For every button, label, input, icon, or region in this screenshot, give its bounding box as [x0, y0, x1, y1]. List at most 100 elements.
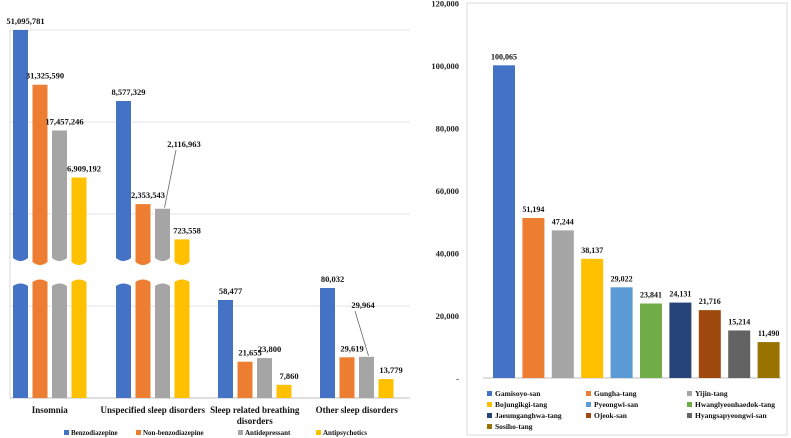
data-label-unspecified-sleep-disorders-benzodiazepine: 8,577,329: [112, 87, 146, 97]
legend-antipsychotics: Antipsychotics: [323, 429, 367, 437]
legend-swatch: [687, 402, 692, 407]
bar-insomnia-antidepressant-lower: [52, 283, 67, 398]
left-chart: 51,095,781 31,325,590 17,457,246 6,909,192 I…: [6, 16, 410, 437]
legend-swatch: [64, 430, 69, 435]
bar-unspecified-sleep-disorders-non-benzodiazepine-lower: [135, 279, 151, 398]
legend-swatch: [586, 413, 591, 418]
bar-unspecified-sleep-disorders-non-benzodiazepine-upper: [135, 204, 151, 265]
y-tick-label: 120,000: [431, 0, 459, 9]
data-label-insomnia-antipsychotics: 6,909,192: [67, 163, 101, 173]
legend-jaeumganghwa-tang: Jaeumganghwa-tang: [495, 411, 562, 420]
legend-swatch: [487, 402, 492, 407]
legend-swatch: [687, 413, 692, 418]
y-tick-label: 60,000: [436, 186, 459, 196]
legend-swatch: [586, 402, 591, 407]
data-label-insomnia-non-benzodiazepine: 31,325,590: [26, 71, 64, 81]
y-tick-label: 80,000: [436, 124, 459, 134]
data-label-gamisoyo-san: 100,065: [491, 52, 517, 61]
bar-gamisoyo-san: [493, 65, 515, 378]
bar-sleep-related-breathing-disorders-antipsychotics: [276, 384, 292, 398]
legend-benzodiazepine: Benzodiazepine: [71, 429, 118, 437]
bar-insomnia-antidepressant-upper: [52, 130, 67, 261]
legend-pyeongwi-san: Pyeongwi-san: [594, 400, 639, 409]
legend-sosiho-tang: Sosiho-tang: [495, 422, 533, 431]
legend-yijin-tang: Yijin-tang: [695, 389, 728, 398]
y-tick-label: 20,000: [436, 311, 459, 321]
data-label-insomnia-benzodiazepine: 51,095,781: [6, 16, 44, 26]
legend-swatch: [487, 391, 492, 396]
bar-unspecified-sleep-disorders-antipsychotics-lower: [174, 279, 190, 398]
legend-swatch: [487, 413, 492, 418]
legend-swatch: [586, 391, 591, 396]
category-label: Sleep related breathing: [210, 405, 300, 415]
legend-antidepressant: Antidepressant: [245, 429, 291, 437]
legend-swatch: [238, 430, 243, 435]
legend-gungha-tang: Gungha-tang: [594, 389, 637, 398]
bar-unspecified-sleep-disorders-benzodiazepine-upper: [116, 101, 131, 261]
bar-other-sleep-disorders-antidepressant: [359, 356, 374, 398]
y-tick-label: 100,000: [431, 61, 459, 71]
legend-non-benzodiazepine: Non-benzodiazepine: [143, 429, 204, 437]
legend-bojungikgi-tang: Bojungikgi-tang: [495, 400, 547, 409]
data-label-pyeongwi-san: 29,022: [611, 274, 633, 283]
bar-hyangsapyeongwi-san: [728, 330, 751, 378]
data-label-unspecified-sleep-disorders-non-benzodiazepine: 2,353,543: [131, 190, 165, 200]
bar-pyeongwi-san: [610, 287, 633, 378]
bar-insomnia-benzodiazepine-lower: [13, 283, 28, 398]
data-label-sleep-related-breathing-disorders-antipsychotics: 7,860: [279, 371, 298, 381]
bar-other-sleep-disorders-antipsychotics: [378, 379, 394, 398]
bar-sosiho-tang: [757, 342, 780, 378]
data-label-jaeumganghwa-tang: 24,131: [669, 290, 691, 299]
data-label-other-sleep-disorders-antidepressant: 29,964: [351, 300, 375, 310]
y-tick-label: -: [456, 374, 459, 384]
data-label-insomnia-antidepressant: 17,457,246: [45, 117, 83, 127]
bar-jaeumganghwa-tang: [669, 302, 692, 378]
category-label: disorders: [237, 416, 273, 426]
category-label: Other sleep disorders: [316, 405, 399, 415]
data-label-ojeok-san: 21,716: [699, 297, 721, 306]
bar-sleep-related-breathing-disorders-antidepressant: [257, 358, 272, 398]
bar-sleep-related-breathing-disorders-non-benzodiazepine: [237, 361, 253, 398]
data-label-bojungikgi-tang: 38,137: [581, 246, 603, 255]
data-label-sleep-related-breathing-disorders-benzodiazepine: 58,477: [219, 286, 243, 296]
data-label-sosiho-tang: 11,490: [758, 329, 780, 338]
legend-hwanglyeonhaedok-tang: Hwanglyeonhaedok-tang: [695, 400, 775, 409]
bar-insomnia-antipsychotics-upper: [71, 177, 87, 265]
data-label-yijin-tang: 47,244: [552, 217, 574, 226]
legend-hyangsapyeongwi-san: Hyangsapyeongwi-san: [695, 411, 768, 420]
y-tick-label: 40,000: [436, 249, 459, 259]
data-label-unspecified-sleep-disorders-antipsychotics: 723,558: [173, 225, 201, 235]
data-label-sleep-related-breathing-disorders-non-benzodiazepine: 21,655: [238, 348, 261, 358]
data-label-other-sleep-disorders-benzodiazepine: 80,032: [321, 274, 344, 284]
bar-insomnia-non-benzodiazepine-lower: [32, 279, 48, 398]
data-label-other-sleep-disorders-antipsychotics: 13,779: [379, 365, 402, 375]
bar-unspecified-sleep-disorders-antidepressant-upper: [155, 208, 170, 261]
bar-other-sleep-disorders-benzodiazepine: [320, 288, 335, 398]
bar-unspecified-sleep-disorders-benzodiazepine-lower: [116, 283, 131, 398]
bar-ojeok-san: [698, 310, 721, 378]
bar-bojungikgi-tang: [581, 258, 604, 378]
bar-insomnia-antipsychotics-lower: [71, 279, 87, 398]
legend-swatch: [136, 430, 141, 435]
bar-insomnia-benzodiazepine-upper: [13, 30, 28, 261]
plot-frame: [466, 2, 788, 436]
bar-other-sleep-disorders-non-benzodiazepine: [339, 357, 355, 398]
category-label: Insomnia: [32, 405, 69, 415]
data-label-hwanglyeonhaedok-tang: 23,841: [640, 290, 662, 299]
data-label-hyangsapyeongwi-san: 15,214: [728, 317, 750, 326]
bar-unspecified-sleep-disorders-antipsychotics-upper: [174, 239, 190, 265]
data-label-other-sleep-disorders-non-benzodiazepine: 29,619: [340, 343, 363, 353]
legend-gamisoyo-san: Gamisoyo-san: [495, 389, 541, 398]
category-label: Unspecified sleep disorders: [101, 405, 206, 415]
right-chart: - 20,000 40,000 60,000 80,000 100,000 120,000 1…: [431, 0, 788, 436]
leader-line: [354, 310, 369, 356]
legend-swatch: [687, 391, 692, 396]
data-label-sleep-related-breathing-disorders-antidepressant: 23,800: [258, 344, 281, 354]
bar-hwanglyeonhaedok-tang: [640, 303, 662, 378]
legend-ojeok-san: Ojeok-san: [594, 411, 628, 420]
bar-unspecified-sleep-disorders-antidepressant-lower: [155, 283, 170, 398]
data-label-unspecified-sleep-disorders-antidepressant: 2,116,963: [167, 139, 201, 149]
bar-insomnia-non-benzodiazepine-upper: [32, 84, 48, 265]
leader-line: [164, 149, 177, 208]
